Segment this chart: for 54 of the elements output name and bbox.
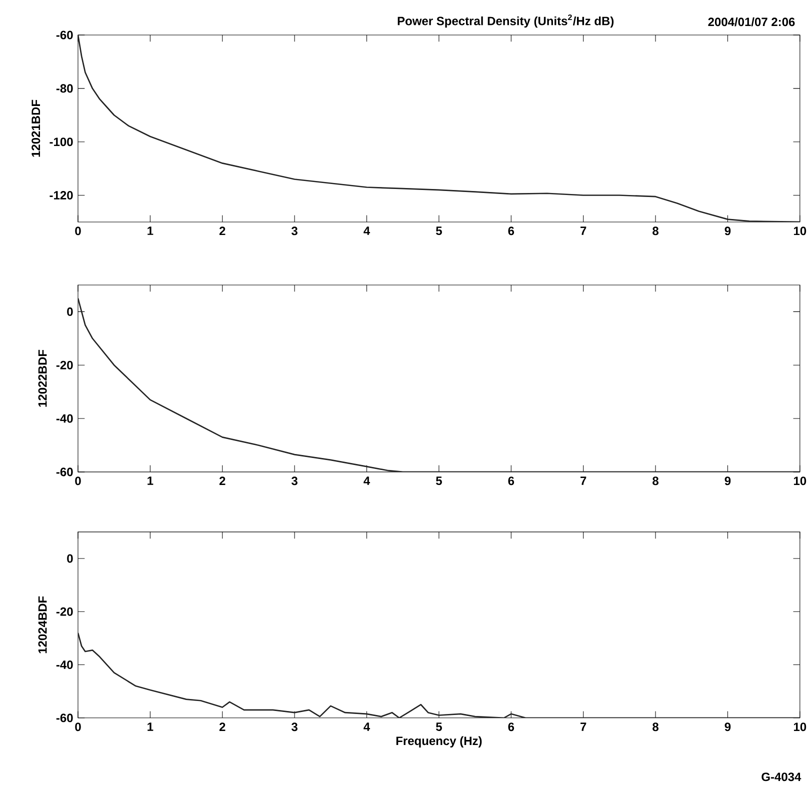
x-tick-label: 4 bbox=[364, 226, 370, 235]
x-tick-label: 8 bbox=[652, 226, 658, 236]
x-tick-label: 2 bbox=[219, 476, 226, 486]
x-tick-label: 5 bbox=[436, 476, 442, 486]
y-tick-label: -60 bbox=[56, 30, 73, 40]
x-tick-label: 5 bbox=[436, 226, 442, 236]
y-axis-title: 12021BDF bbox=[32, 100, 40, 157]
x-tick-label: 4 bbox=[364, 476, 370, 485]
x-axis-title: Frequency (Hz) bbox=[396, 736, 482, 748]
x-tick-label: 7 bbox=[580, 722, 586, 731]
x-tick-label: 5 bbox=[436, 722, 442, 732]
y-tick-label: -40 bbox=[56, 660, 73, 670]
y-tick-label: -60 bbox=[56, 714, 73, 722]
x-tick-label: 8 bbox=[652, 722, 658, 732]
line-series bbox=[78, 35, 800, 222]
x-tick-label: 2 bbox=[219, 722, 226, 732]
y-tick-label: 0 bbox=[67, 554, 73, 563]
x-tick-label: 1 bbox=[148, 226, 154, 235]
y-tick-label: -40 bbox=[56, 414, 73, 423]
y-axis-title: 12024BDF bbox=[38, 596, 47, 654]
x-tick-label: 9 bbox=[724, 226, 731, 236]
y-tick-label: -100 bbox=[50, 138, 73, 146]
text: G-4034 bbox=[762, 772, 802, 782]
y-tick-label: -20 bbox=[56, 607, 73, 616]
x-tick-label: 6 bbox=[508, 476, 514, 486]
line-series bbox=[78, 632, 800, 718]
x-tick-label: 0 bbox=[75, 226, 81, 236]
x-tick-label: 3 bbox=[292, 476, 298, 486]
x-tick-label: 1 bbox=[148, 476, 154, 485]
y-tick-label: -80 bbox=[56, 84, 73, 93]
x-tick-label: 10 bbox=[794, 476, 806, 486]
chart-title: Power Spectral Density (Units$^{2}$/Hz dB) bbox=[398, 14, 614, 28]
x-tick-label: 0 bbox=[75, 476, 81, 486]
x-tick-label: 9 bbox=[724, 722, 731, 732]
x-tick-label: 10 bbox=[794, 722, 806, 732]
x-tick-label: 8 bbox=[652, 476, 658, 486]
x-tick-label: 3 bbox=[292, 226, 298, 236]
x-tick-label: 7 bbox=[580, 226, 586, 235]
x-tick-label: 2 bbox=[219, 226, 226, 236]
x-tick-label: 7 bbox=[580, 476, 586, 485]
x-tick-label: 1 bbox=[148, 722, 154, 731]
x-tick-label: 9 bbox=[724, 476, 731, 486]
x-tick-label: 3 bbox=[292, 722, 298, 732]
x-tick-label: 0 bbox=[75, 722, 81, 732]
y-axis-title: 12022BDF bbox=[38, 350, 47, 407]
y-tick-label: -60 bbox=[56, 468, 73, 476]
x-tick-label: 6 bbox=[508, 722, 514, 732]
text: 2004/01/07 2:06 bbox=[708, 17, 795, 26]
x-tick-label: 4 bbox=[364, 722, 370, 731]
y-tick-label: -120 bbox=[50, 191, 73, 200]
y-tick-label: 0 bbox=[67, 307, 73, 316]
x-tick-label: 10 bbox=[794, 226, 806, 236]
y-tick-label: -20 bbox=[56, 360, 73, 370]
x-tick-label: 6 bbox=[508, 226, 514, 236]
